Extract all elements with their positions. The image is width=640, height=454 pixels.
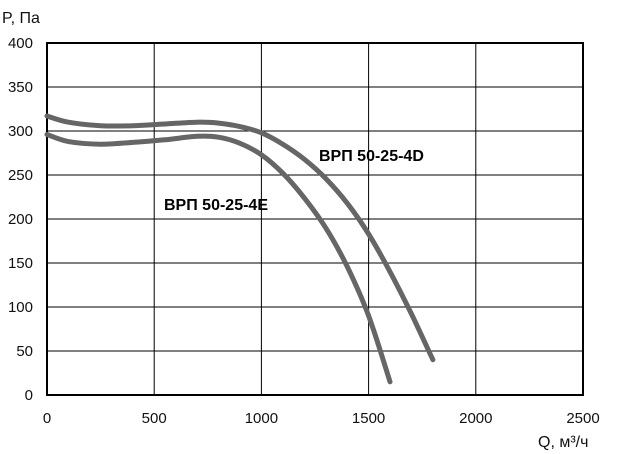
series-label-4d: ВРП 50-25-4D (319, 148, 424, 165)
x-tick-label: 0 (43, 410, 51, 427)
x-tick-label: 1500 (352, 410, 385, 427)
y-tick-label: 250 (8, 167, 33, 184)
ticks-layer: 0 500 1000 1500 2000 2500 0 50 100 150 200 250 300 35… (8, 35, 600, 427)
y-axis-title: P, Па (2, 10, 40, 27)
y-tick-label: 300 (8, 123, 33, 140)
x-axis-title: Q, м³/ч (538, 434, 588, 451)
y-tick-label: 150 (8, 255, 33, 272)
plot-frame (46, 42, 584, 396)
series-label-4e: ВРП 50-25-4E (164, 197, 268, 214)
x-tick-label: 2000 (459, 410, 492, 427)
grid (46, 42, 584, 396)
series-layer (44, 113, 436, 385)
y-tick-label: 400 (8, 35, 33, 52)
y-tick-label: 100 (8, 299, 33, 316)
x-tick-label: 1000 (245, 410, 278, 427)
x-tick-label: 2500 (566, 410, 599, 427)
y-tick-label: 50 (16, 343, 33, 360)
y-tick-label: 350 (8, 79, 33, 96)
series-line-4e (44, 132, 393, 385)
y-tick-label: 200 (8, 211, 33, 228)
x-tick-label: 500 (142, 410, 167, 427)
series-line-4d (44, 113, 436, 363)
y-tick-label: 0 (25, 387, 33, 404)
